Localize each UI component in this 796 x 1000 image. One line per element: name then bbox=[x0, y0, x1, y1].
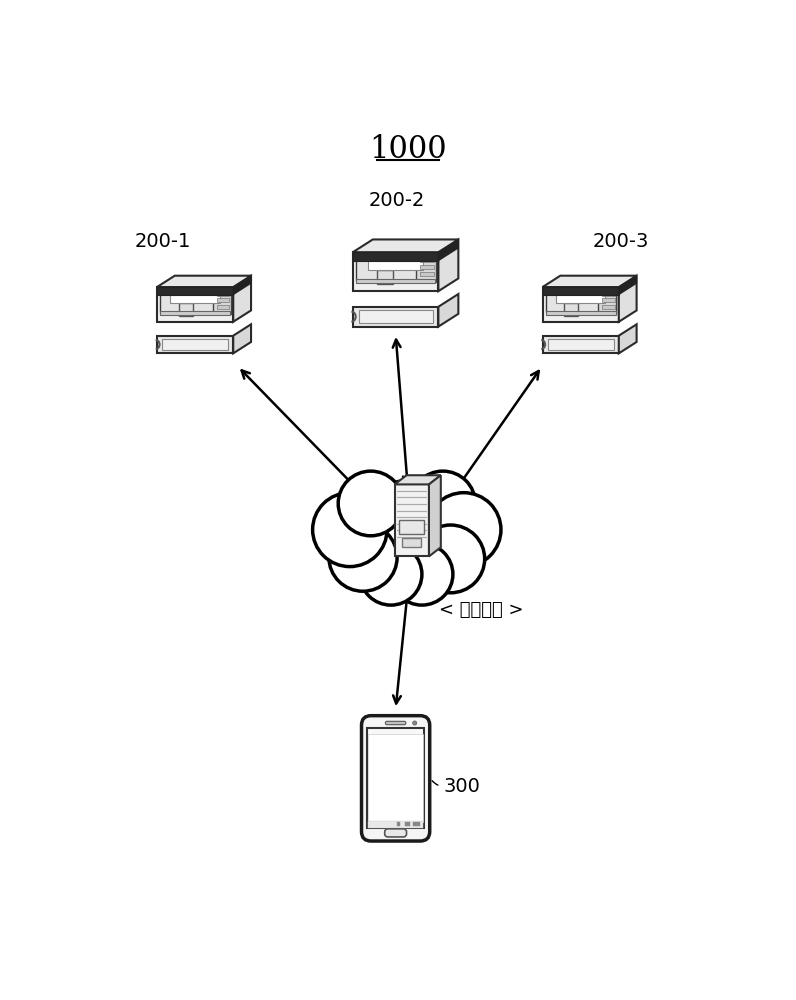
Bar bbox=[217, 292, 229, 296]
Text: 100: 100 bbox=[345, 488, 381, 507]
Polygon shape bbox=[439, 294, 458, 327]
Polygon shape bbox=[618, 276, 637, 295]
Circle shape bbox=[416, 525, 485, 593]
Bar bbox=[603, 305, 615, 309]
Bar bbox=[353, 252, 439, 291]
Bar bbox=[358, 310, 433, 323]
Circle shape bbox=[410, 471, 475, 536]
Bar bbox=[377, 270, 392, 284]
Polygon shape bbox=[233, 324, 251, 353]
Circle shape bbox=[329, 523, 397, 591]
Bar bbox=[157, 287, 233, 295]
Polygon shape bbox=[618, 324, 637, 353]
Bar bbox=[603, 292, 615, 296]
Polygon shape bbox=[233, 276, 251, 322]
Circle shape bbox=[329, 523, 397, 591]
Circle shape bbox=[360, 544, 422, 605]
Polygon shape bbox=[439, 239, 458, 261]
Bar bbox=[369, 821, 423, 828]
Polygon shape bbox=[233, 276, 251, 295]
Bar bbox=[603, 298, 615, 302]
Bar bbox=[160, 290, 230, 312]
Polygon shape bbox=[429, 475, 441, 556]
Bar bbox=[419, 258, 434, 262]
Circle shape bbox=[427, 493, 501, 567]
Text: 1000: 1000 bbox=[369, 134, 447, 165]
Bar bbox=[564, 303, 578, 316]
Bar bbox=[419, 272, 434, 276]
Polygon shape bbox=[439, 239, 458, 291]
Polygon shape bbox=[543, 276, 637, 287]
Circle shape bbox=[368, 480, 448, 560]
Circle shape bbox=[391, 544, 453, 605]
Bar bbox=[599, 290, 616, 314]
Circle shape bbox=[416, 525, 485, 593]
Bar bbox=[178, 303, 193, 316]
Bar bbox=[416, 255, 435, 282]
Bar bbox=[419, 265, 434, 269]
Bar bbox=[546, 290, 615, 312]
Bar bbox=[369, 734, 423, 822]
Bar bbox=[413, 822, 420, 826]
Circle shape bbox=[368, 480, 448, 560]
Bar bbox=[368, 256, 423, 270]
Circle shape bbox=[313, 493, 387, 567]
Circle shape bbox=[427, 493, 501, 567]
Bar bbox=[367, 728, 424, 828]
Bar bbox=[403, 538, 421, 547]
Text: 200-2: 200-2 bbox=[369, 191, 425, 210]
FancyBboxPatch shape bbox=[385, 721, 406, 725]
Polygon shape bbox=[395, 475, 441, 484]
Circle shape bbox=[360, 544, 422, 605]
Bar bbox=[556, 291, 606, 303]
Circle shape bbox=[391, 544, 453, 605]
Text: < 云服务器 >: < 云服务器 > bbox=[439, 601, 524, 619]
Bar bbox=[357, 255, 435, 280]
Bar bbox=[157, 336, 233, 353]
Circle shape bbox=[313, 493, 387, 567]
Circle shape bbox=[410, 471, 475, 536]
Bar bbox=[157, 287, 233, 322]
Text: 300: 300 bbox=[443, 777, 481, 796]
Bar bbox=[543, 336, 618, 353]
Bar bbox=[405, 822, 410, 826]
Circle shape bbox=[338, 471, 404, 536]
Bar bbox=[543, 287, 618, 295]
Polygon shape bbox=[157, 276, 251, 287]
Bar bbox=[217, 305, 229, 309]
Bar bbox=[546, 311, 615, 315]
Bar bbox=[548, 339, 614, 350]
Circle shape bbox=[412, 721, 417, 725]
Bar bbox=[170, 291, 220, 303]
Bar bbox=[213, 290, 231, 314]
Bar bbox=[543, 287, 618, 322]
FancyBboxPatch shape bbox=[361, 716, 430, 841]
Bar bbox=[162, 339, 228, 350]
Bar bbox=[353, 252, 439, 261]
Bar bbox=[217, 298, 229, 302]
Text: 200-1: 200-1 bbox=[135, 232, 191, 251]
Polygon shape bbox=[353, 239, 458, 252]
Bar bbox=[160, 311, 230, 315]
Text: 200-3: 200-3 bbox=[592, 232, 649, 251]
Bar bbox=[397, 822, 400, 826]
Bar bbox=[395, 484, 429, 556]
Polygon shape bbox=[618, 276, 637, 322]
Bar bbox=[400, 520, 424, 534]
Circle shape bbox=[338, 471, 404, 536]
Bar bbox=[353, 307, 439, 327]
FancyBboxPatch shape bbox=[384, 829, 407, 837]
Bar bbox=[357, 279, 435, 283]
